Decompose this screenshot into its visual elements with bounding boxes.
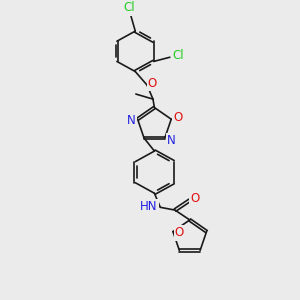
Text: N: N: [167, 134, 176, 147]
Text: O: O: [175, 226, 184, 239]
Text: N: N: [127, 114, 136, 127]
Text: Cl: Cl: [124, 1, 135, 14]
Text: O: O: [148, 77, 157, 90]
Text: O: O: [173, 111, 182, 124]
Text: O: O: [190, 192, 200, 206]
Text: Cl: Cl: [172, 49, 184, 62]
Text: HN: HN: [140, 200, 158, 213]
